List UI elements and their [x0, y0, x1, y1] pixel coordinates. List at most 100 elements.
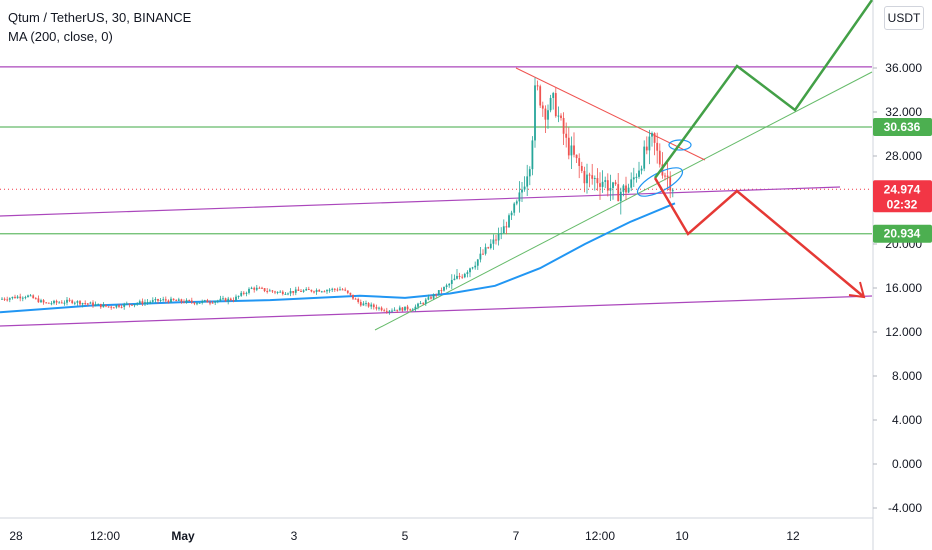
candle-body [224, 298, 227, 302]
candle-body [300, 290, 302, 292]
candle-body [593, 178, 596, 180]
candle-body [341, 289, 344, 291]
candle-body [328, 289, 331, 291]
candle-body [307, 289, 310, 291]
blue-ellipse-lower [636, 167, 684, 197]
candle-body [29, 295, 32, 297]
price-tag-30.636 [873, 118, 932, 137]
candle-body [638, 170, 640, 177]
candle-body [591, 175, 594, 179]
candle-body [81, 303, 84, 305]
candle-body [68, 299, 71, 301]
candle-body [60, 302, 63, 304]
candle-body [198, 302, 201, 304]
candle-body [521, 189, 523, 193]
candle-body [245, 292, 248, 294]
candle-body [97, 303, 100, 305]
candle-body [253, 287, 256, 290]
candle-body [84, 303, 87, 305]
candle-body [323, 291, 326, 293]
candle-body [528, 169, 531, 177]
candle-body [40, 300, 42, 303]
candle-body [378, 307, 380, 309]
candle-body [541, 105, 544, 109]
candle-body [6, 299, 9, 301]
candle-body [573, 145, 575, 155]
candle-body [175, 300, 178, 302]
candle-body [534, 85, 536, 141]
candle-body [141, 301, 144, 304]
lower-purple-channel [0, 295, 873, 327]
candle-body [627, 187, 630, 193]
candle-body [643, 146, 646, 169]
candle-body [201, 300, 204, 303]
candle-body [284, 293, 287, 295]
y-tick-label: 0.000 [892, 457, 922, 471]
candle-body [222, 298, 224, 300]
price-tag-label: 20.934 [884, 227, 921, 241]
candle-body [123, 303, 126, 307]
candle-body [105, 304, 107, 307]
candle-body [406, 306, 409, 310]
candle-body [27, 295, 29, 298]
candle-body [461, 276, 464, 278]
candle-body [666, 175, 669, 178]
candle-body [318, 290, 321, 292]
candle-body [37, 298, 40, 303]
candle-body [622, 185, 625, 192]
currency-button[interactable]: USDT [884, 6, 924, 30]
candle-body [419, 303, 422, 305]
candle-body [526, 176, 529, 187]
candle-body [604, 180, 607, 182]
candle-body [398, 307, 401, 311]
candle-body [3, 298, 6, 300]
candle-body [159, 300, 162, 302]
candle-body [14, 296, 16, 299]
candle-body [635, 176, 638, 178]
candle-body [193, 302, 196, 304]
candle-body [354, 298, 357, 300]
chart-legend: Qtum / TetherUS, 30, BINANCE MA (200, cl… [8, 8, 191, 46]
candle-body [497, 233, 500, 241]
candle-body [266, 291, 269, 293]
candle-body [518, 192, 521, 202]
candle-body [476, 259, 479, 266]
candle-body [458, 275, 461, 277]
candle-body [237, 295, 240, 297]
candle-body [489, 243, 492, 249]
candle-body [513, 203, 516, 213]
candle-body [549, 97, 552, 111]
candle-body [164, 299, 167, 301]
candle-body [336, 289, 339, 291]
candle-body [8, 298, 11, 300]
candle-body [557, 115, 560, 117]
candle-body [349, 292, 352, 295]
candle-body [414, 306, 417, 310]
candle-body [554, 93, 557, 117]
candle-body [302, 290, 305, 292]
candle-body [183, 301, 185, 303]
candle-body [151, 300, 154, 302]
upper-purple-channel [0, 186, 841, 217]
candle-body [651, 133, 653, 137]
candle-body [653, 133, 656, 143]
candle-body [437, 290, 440, 295]
y-tick-label: 4.000 [892, 413, 922, 427]
x-tick-label: 3 [291, 529, 298, 543]
candle-body [274, 291, 276, 293]
candle-body [138, 301, 141, 304]
candle-body [396, 309, 399, 311]
y-tick-label: 8.000 [892, 369, 922, 383]
candle-body [206, 300, 209, 303]
candle-body [71, 300, 74, 304]
candle-body [297, 289, 300, 291]
candle-body [424, 299, 427, 304]
candle-body [190, 300, 193, 303]
candle-body [614, 182, 617, 185]
candle-body [510, 212, 513, 216]
candle-body [45, 302, 48, 304]
candle-body [658, 150, 661, 165]
candle-body [331, 288, 334, 290]
candle-body [417, 303, 419, 307]
